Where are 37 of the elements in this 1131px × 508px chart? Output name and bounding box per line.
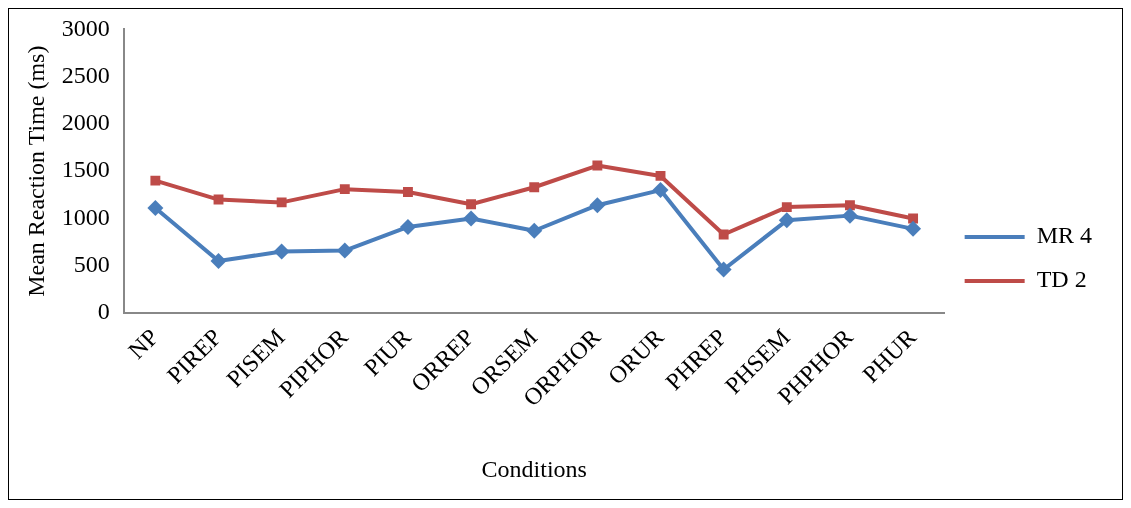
legend-label: TD 2 xyxy=(1036,266,1087,293)
point xyxy=(844,200,855,211)
x-tick-label: NP xyxy=(123,323,164,364)
y-tick-label: 500 xyxy=(73,251,110,278)
point xyxy=(781,202,792,213)
point xyxy=(273,243,290,260)
point xyxy=(652,182,669,199)
y-axis-title: Mean Reaction Time (ms) xyxy=(22,45,49,297)
y-tick-label: 2500 xyxy=(61,61,110,88)
point xyxy=(213,194,224,205)
point xyxy=(463,210,480,227)
point xyxy=(589,197,606,214)
point xyxy=(718,229,729,240)
y-tick-label: 1000 xyxy=(61,203,110,230)
point xyxy=(339,184,350,195)
point xyxy=(526,222,543,239)
point xyxy=(592,160,603,171)
point xyxy=(210,253,227,269)
point xyxy=(905,220,922,237)
point xyxy=(336,242,353,259)
point xyxy=(529,182,540,193)
point xyxy=(399,218,416,235)
point xyxy=(276,197,287,208)
point xyxy=(778,212,795,229)
x-axis-title: Conditions xyxy=(481,455,587,482)
point xyxy=(655,170,666,181)
point xyxy=(715,261,732,278)
point xyxy=(147,200,164,217)
point xyxy=(150,175,161,186)
legend-label: MR 4 xyxy=(1036,222,1093,249)
y-tick-label: 2000 xyxy=(61,109,110,136)
y-tick-label: 0 xyxy=(97,298,110,325)
y-tick-label: 3000 xyxy=(61,14,110,41)
point xyxy=(841,207,858,224)
y-tick-label: 1500 xyxy=(61,156,110,183)
point xyxy=(402,187,413,197)
point xyxy=(466,199,477,210)
